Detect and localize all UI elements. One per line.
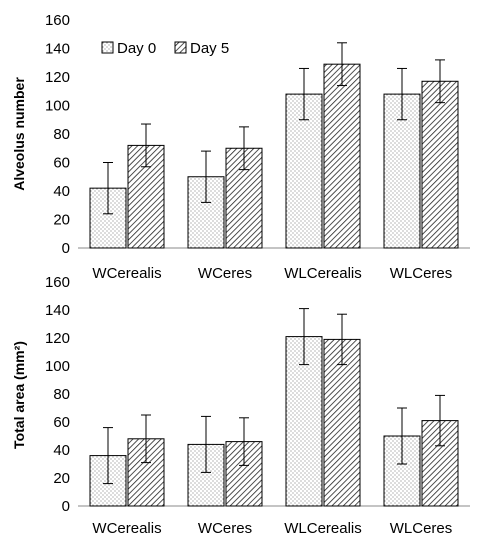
y-tick-label: 140 (45, 41, 70, 58)
y-tick-label: 160 (45, 274, 70, 291)
legend-swatch-day5 (174, 41, 187, 54)
y-tick-label: 80 (53, 126, 70, 143)
category-label: WLCerealis (284, 265, 362, 282)
error-bar (397, 407, 407, 465)
error-bar (141, 123, 151, 168)
chart-total-area: Total area (mm²) 0 20 40 60 80 100 120 140 160 W… (11, 274, 470, 537)
y-axis-label: Alveolus number (11, 77, 27, 191)
category-label: WLCeres (390, 520, 453, 537)
error-bar (435, 394, 445, 447)
category-labels: WCerealis WCeres WLCerealis WLCeres (92, 265, 452, 282)
y-tick-label: 120 (45, 330, 70, 347)
y-tick-label: 60 (53, 414, 70, 431)
category-label: WCerealis (92, 265, 161, 282)
legend-swatch-day0 (101, 41, 114, 54)
legend-label-day5: Day 5 (190, 40, 229, 57)
error-bar (103, 162, 113, 215)
bar-day5-wlcerealis (323, 338, 361, 507)
y-ticks: 0 20 40 60 80 100 120 140 160 (45, 12, 70, 257)
y-tick-label: 40 (53, 442, 70, 459)
y-tick-label: 120 (45, 69, 70, 86)
y-tick-label: 140 (45, 302, 70, 319)
legend-label-day0: Day 0 (117, 40, 156, 57)
category-label: WLCeres (390, 265, 453, 282)
legend: Day 0 Day 5 (101, 40, 229, 57)
y-tick-label: 80 (53, 386, 70, 403)
chart-alveolus-number: Alveolus number 0 20 40 60 80 100 120 140 160 WC… (11, 12, 470, 282)
y-tick-label: 40 (53, 183, 70, 200)
bar-day5-wlceres (421, 80, 459, 249)
error-bar (337, 42, 347, 87)
y-tick-label: 100 (45, 358, 70, 375)
y-tick-label: 60 (53, 155, 70, 172)
category-label: WCeres (198, 265, 252, 282)
error-bar (201, 150, 211, 203)
y-tick-label: 20 (53, 212, 70, 229)
error-bar (337, 313, 347, 366)
error-bar (299, 308, 309, 366)
error-bar (299, 67, 309, 121)
error-bar (103, 427, 113, 485)
category-label: WCeres (198, 520, 252, 537)
y-axis-label: Total area (mm²) (11, 341, 27, 449)
y-tick-label: 0 (62, 498, 70, 515)
error-bar (239, 126, 249, 171)
y-ticks: 0 20 40 60 80 100 120 140 160 (45, 274, 70, 515)
error-bar (397, 67, 407, 121)
y-tick-label: 0 (62, 240, 70, 257)
bars (89, 42, 459, 249)
category-label: WCerealis (92, 520, 161, 537)
bar-day5-wlcerealis (323, 63, 361, 249)
error-bar (201, 415, 211, 473)
category-labels: WCerealis WCeres WLCerealis WLCeres (92, 520, 452, 537)
category-label: WLCerealis (284, 520, 362, 537)
y-tick-label: 100 (45, 98, 70, 115)
y-tick-label: 160 (45, 12, 70, 29)
bars (89, 308, 459, 507)
y-tick-label: 20 (53, 470, 70, 487)
error-bar (239, 417, 249, 466)
error-bar (141, 414, 151, 464)
error-bar (435, 59, 445, 104)
